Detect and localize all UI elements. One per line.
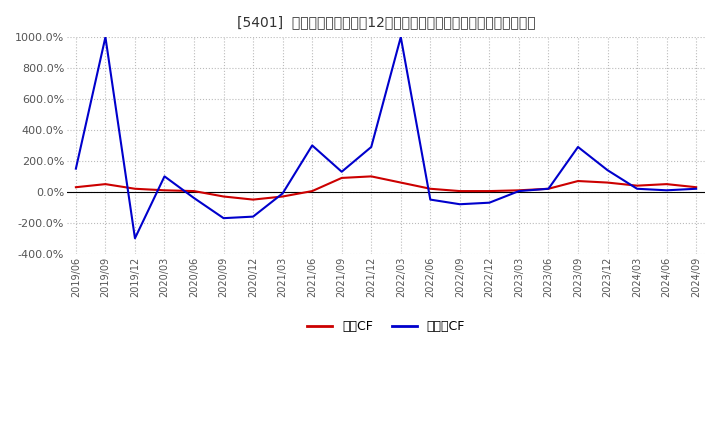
営業CF [71,184,80,190]
営業CF [456,188,464,194]
フリーCF [71,166,80,171]
フリーCF [574,144,582,150]
営業CF [574,178,582,183]
フリーCF [279,191,287,196]
フリーCF [515,188,523,194]
フリーCF [692,186,701,191]
営業CF [279,194,287,199]
フリーCF [544,186,553,191]
営業CF [662,181,671,187]
フリーCF [249,214,258,219]
営業CF [130,186,139,191]
営業CF [160,188,168,193]
営業CF [485,188,494,194]
営業CF [692,184,701,190]
営業CF [426,186,435,191]
フリーCF [189,195,198,201]
フリーCF [101,34,109,40]
営業CF [515,188,523,193]
フリーCF [160,174,168,179]
フリーCF [397,34,405,40]
営業CF [338,175,346,180]
営業CF [308,188,317,194]
営業CF [367,174,376,179]
営業CF [101,181,109,187]
フリーCF [426,197,435,202]
フリーCF [367,144,376,150]
フリーCF [633,186,642,191]
営業CF [544,186,553,191]
フリーCF [220,216,228,221]
フリーCF [603,168,612,173]
営業CF [249,197,258,202]
フリーCF [338,169,346,174]
営業CF [633,183,642,188]
営業CF [220,194,228,199]
営業CF [397,180,405,185]
フリーCF [308,143,317,148]
Line: フリーCF: フリーCF [76,37,696,238]
フリーCF [130,236,139,241]
営業CF [603,180,612,185]
Line: 営業CF: 営業CF [76,176,696,200]
フリーCF [456,202,464,207]
Legend: 営業CF, フリーCF: 営業CF, フリーCF [302,315,470,338]
フリーCF [662,188,671,193]
営業CF [189,188,198,194]
フリーCF [485,200,494,205]
Title: [5401]  キャッシュフローの12か月移動合計の対前年同期増減率の推移: [5401] キャッシュフローの12か月移動合計の対前年同期増減率の推移 [237,15,536,29]
